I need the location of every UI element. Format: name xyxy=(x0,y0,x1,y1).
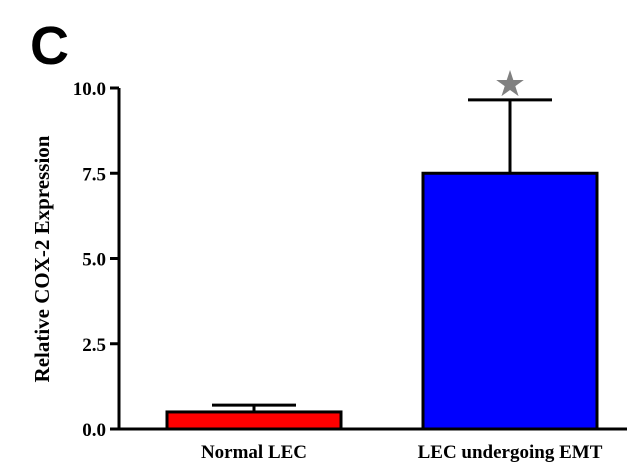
y-tick-label: 10.0 xyxy=(73,79,106,100)
bars xyxy=(165,171,599,431)
x-category-label: LEC undergoing EMT xyxy=(418,442,603,463)
panel-label: C xyxy=(30,16,69,76)
bar xyxy=(421,171,599,431)
x-category-label: Normal LEC xyxy=(201,442,307,463)
y-tick-label: 0.0 xyxy=(82,420,106,441)
significance-markers: ★ xyxy=(494,64,526,105)
error-bars xyxy=(212,98,552,412)
x-category-labels: Normal LEC LEC undergoing EMT xyxy=(201,442,603,463)
y-tick-label: 2.5 xyxy=(82,335,106,356)
y-axis-title: Relative COX-2 Expression xyxy=(30,135,54,382)
significance-star: ★ xyxy=(494,64,526,105)
y-tick-label: 7.5 xyxy=(82,164,106,185)
bar xyxy=(165,410,343,431)
y-tick-label: 5.0 xyxy=(82,250,106,271)
y-ticks: 0.0 2.5 5.0 7.5 10.0 xyxy=(73,79,119,441)
